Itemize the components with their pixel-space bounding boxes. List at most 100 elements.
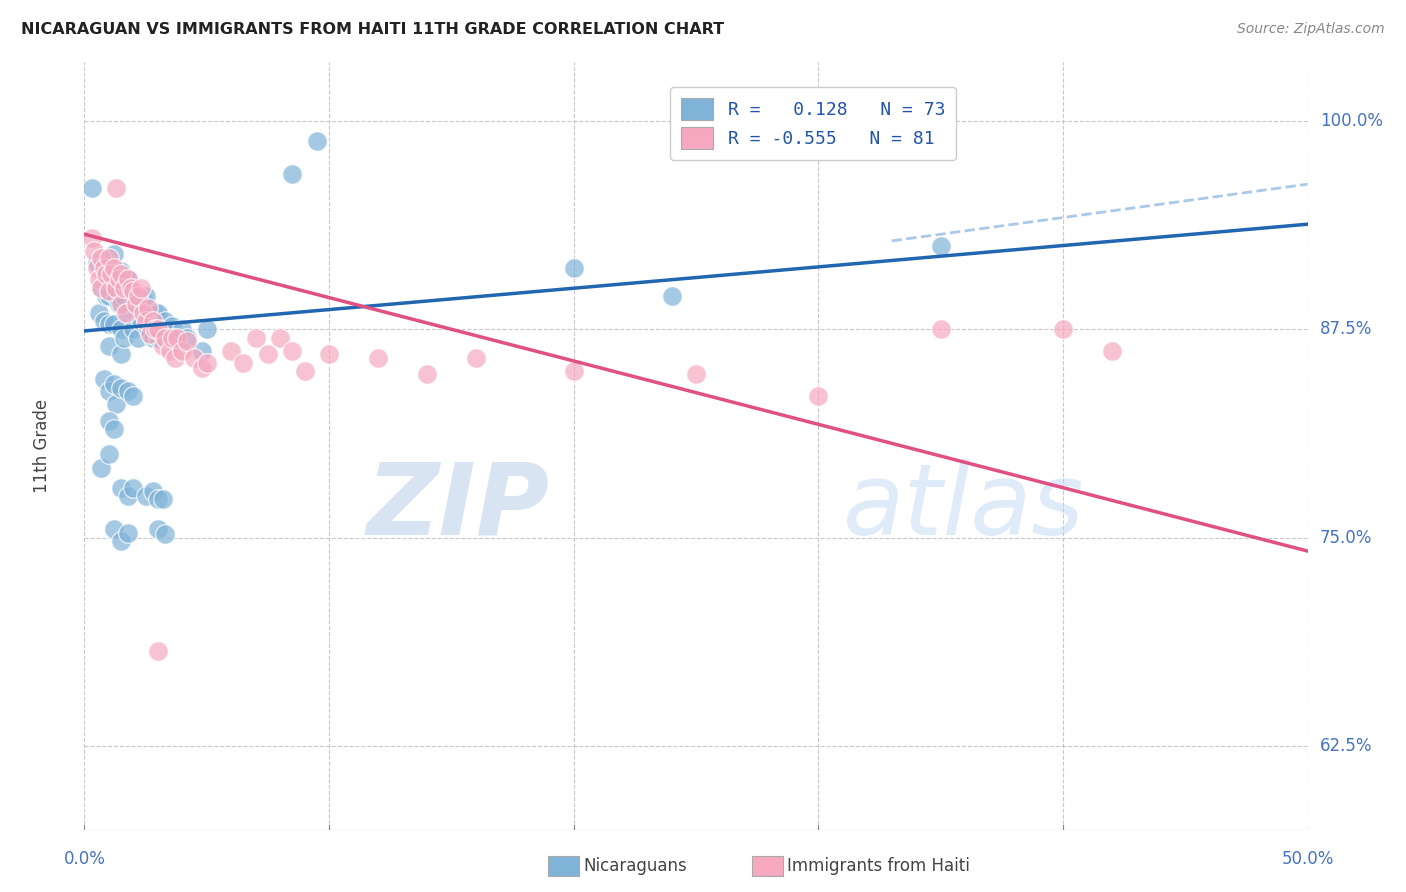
Point [562,260,585,275]
Point [96,289,118,303]
Point [110,297,132,311]
Point [135,314,157,328]
Text: 62.5%: 62.5% [1320,737,1372,756]
Point [245,330,267,344]
Point [257,347,280,361]
Point [105,180,128,194]
Point [166,334,188,348]
Point [122,284,145,298]
Point [87,305,110,319]
Point [146,492,169,507]
Point [110,322,132,336]
Point [929,239,952,253]
Point [142,330,165,344]
Point [93,260,115,275]
Point [232,356,254,370]
Point [146,305,169,319]
Point [110,381,132,395]
Point [281,167,304,181]
Text: 75.0%: 75.0% [1320,529,1372,547]
Point [191,360,214,375]
Point [107,297,129,311]
Text: atlas: atlas [842,458,1084,556]
Point [103,522,125,536]
Point [132,292,155,306]
Point [191,343,214,358]
Point [153,314,176,328]
Point [97,251,120,265]
Point [125,297,148,311]
Point [146,522,169,536]
Point [152,492,174,507]
Point [146,330,169,344]
Point [136,322,159,336]
Point [183,351,205,365]
Point [115,305,138,319]
Point [159,343,181,358]
Point [110,347,132,361]
Point [120,280,142,294]
Point [758,864,780,879]
Point [136,301,159,315]
Point [90,280,112,294]
Text: 87.5%: 87.5% [1320,320,1372,338]
Point [139,310,162,325]
Text: 50.0%: 50.0% [1281,849,1334,868]
Point [127,289,149,303]
Point [103,272,125,286]
Text: Immigrants from Haiti: Immigrants from Haiti [787,857,970,875]
Point [929,322,952,336]
Point [110,267,132,281]
Point [122,322,145,336]
Point [110,481,132,495]
Point [93,314,115,328]
Point [97,284,120,298]
Point [93,264,115,278]
Point [146,644,169,658]
Point [367,351,389,365]
Point [90,280,112,294]
Point [90,460,112,475]
Point [86,260,108,275]
Point [97,447,120,461]
Point [103,422,125,436]
Point [416,368,439,382]
Point [153,527,176,541]
Point [110,534,132,549]
Point [117,272,139,286]
Point [80,180,103,194]
Text: Nicaraguans: Nicaraguans [583,857,688,875]
Point [685,368,707,382]
Point [117,489,139,503]
Point [162,330,184,344]
Point [219,343,242,358]
Point [117,384,139,398]
Point [153,330,176,344]
Point [139,327,162,342]
Point [122,289,145,303]
Point [97,289,120,303]
Point [127,297,149,311]
Point [661,289,683,303]
Point [1052,322,1074,336]
Point [129,280,152,294]
Point [807,389,830,403]
Point [305,134,328,148]
Point [127,330,149,344]
Point [80,230,103,244]
Point [112,330,135,344]
Point [97,414,120,428]
Point [96,267,118,281]
Point [143,322,166,336]
Point [117,272,139,286]
Point [117,305,139,319]
Point [318,347,340,361]
Point [135,289,157,303]
Point [112,280,135,294]
Point [172,322,194,336]
Point [107,272,129,286]
Point [103,247,125,261]
Point [142,314,165,328]
Point [105,397,128,411]
Point [163,351,186,365]
